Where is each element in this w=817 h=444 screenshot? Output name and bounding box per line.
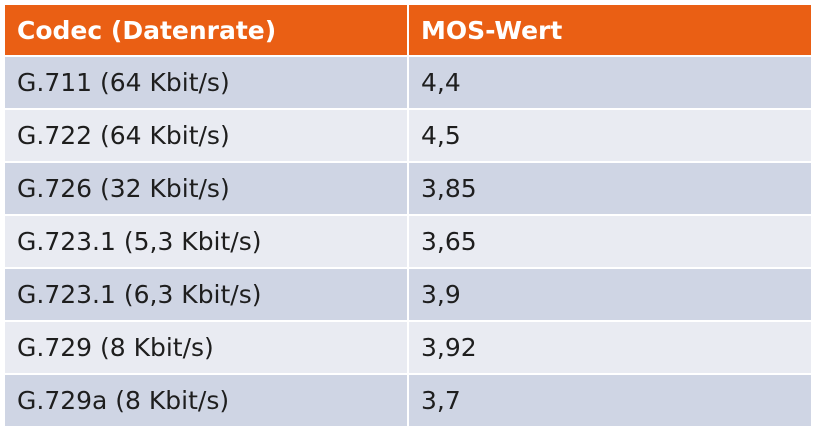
mos-cell: 4,4 [408, 56, 813, 110]
codec-cell: G.726 (32 Kbit/s) [5, 162, 409, 216]
table-row: G.711 (64 Kbit/s) 4,4 [5, 56, 813, 110]
table-row: G.729 (8 Kbit/s) 3,92 [5, 321, 813, 375]
codec-cell: G.729 (8 Kbit/s) [5, 321, 409, 375]
mos-cell: 4,5 [408, 109, 813, 163]
mos-table: Codec (Datenrate) MOS-Wert G.711 (64 Kbi… [5, 5, 813, 428]
header-cell: MOS-Wert [408, 5, 813, 57]
mos-cell: 3,92 [408, 321, 813, 375]
mos-cell: 3,85 [408, 162, 813, 216]
table-row: G.722 (64 Kbit/s) 4,5 [5, 109, 813, 163]
codec-cell: G.729a (8 Kbit/s) [5, 374, 409, 428]
codec-cell: G.711 (64 Kbit/s) [5, 56, 409, 110]
table-row: G.723.1 (5,3 Kbit/s) 3,65 [5, 215, 813, 269]
codec-cell: G.723.1 (5,3 Kbit/s) [5, 215, 409, 269]
mos-cell: 3,65 [408, 215, 813, 269]
header-cell: Codec (Datenrate) [5, 5, 409, 57]
table-row: G.723.1 (6,3 Kbit/s) 3,9 [5, 268, 813, 322]
table-row: G.726 (32 Kbit/s) 3,85 [5, 162, 813, 216]
table-row: G.729a (8 Kbit/s) 3,7 [5, 374, 813, 428]
mos-cell: 3,9 [408, 268, 813, 322]
mos-cell: 3,7 [408, 374, 813, 428]
header-row: Codec (Datenrate) MOS-Wert [5, 5, 813, 57]
codec-cell: G.723.1 (6,3 Kbit/s) [5, 268, 409, 322]
codec-cell: G.722 (64 Kbit/s) [5, 109, 409, 163]
